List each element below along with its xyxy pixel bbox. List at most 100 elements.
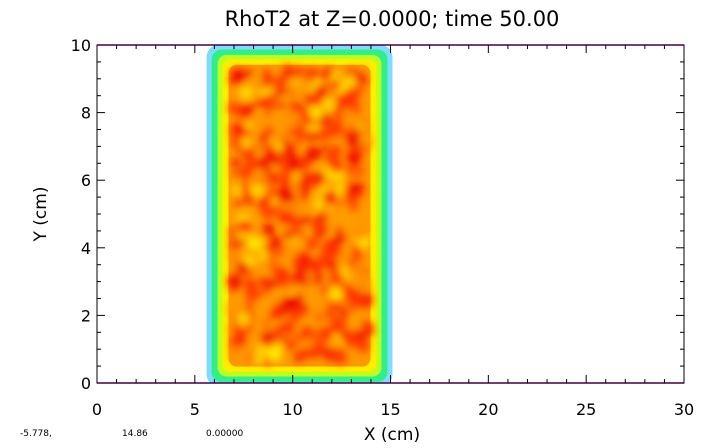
heat-spot — [256, 249, 268, 261]
heat-spot — [244, 302, 255, 312]
heat-spot — [331, 326, 338, 333]
heat-spot — [253, 171, 269, 188]
y-tick-label: 2 — [81, 306, 91, 325]
heat-spot — [359, 65, 367, 74]
heat-spot — [259, 236, 267, 245]
heat-spot — [304, 116, 314, 125]
y-tick-label: 0 — [81, 374, 91, 393]
heat-spot — [297, 129, 308, 140]
heat-spot — [232, 172, 240, 180]
heat-spot — [295, 269, 302, 276]
y-tick-label: 6 — [81, 171, 91, 190]
heat-spot — [328, 286, 343, 301]
heat-spot — [335, 182, 346, 193]
heat-spot — [294, 293, 304, 303]
heat-noise — [226, 64, 375, 367]
heat-spot — [343, 166, 353, 176]
heat-spot — [230, 68, 246, 84]
heat-spot — [266, 243, 274, 251]
heat-spot — [306, 271, 316, 281]
heat-spot — [321, 240, 336, 256]
heat-spot — [316, 127, 331, 142]
heat-spot — [311, 179, 322, 191]
heat-spot — [313, 300, 330, 316]
heat-spot — [248, 313, 255, 320]
heat-spot — [258, 133, 268, 142]
heat-spot — [297, 351, 307, 361]
heat-spot — [270, 306, 284, 320]
heat-spot — [281, 140, 290, 149]
heat-spot — [317, 69, 330, 82]
heat-spot — [280, 168, 291, 179]
heat-spot — [265, 150, 280, 165]
heat-spot — [341, 282, 352, 293]
heat-spot — [309, 106, 323, 120]
heat-spot — [227, 102, 240, 115]
x-tick-label: 15 — [380, 400, 400, 419]
heat-spot — [248, 118, 261, 130]
heat-spot — [321, 144, 330, 152]
heat-spot — [358, 167, 365, 174]
heat-spot — [244, 120, 253, 128]
heat-spot — [277, 279, 285, 287]
heat-spot — [346, 86, 361, 102]
heat-spot — [354, 70, 367, 83]
y-tick-label: 8 — [81, 104, 91, 123]
heat-spot — [257, 115, 270, 128]
heat-spot — [275, 67, 282, 74]
y-tick-label: 4 — [81, 239, 91, 258]
heat-spot — [281, 352, 288, 359]
x-tick-label: 25 — [576, 400, 596, 419]
heat-spot — [340, 108, 354, 122]
heat-spot — [299, 215, 310, 226]
heat-spot — [343, 191, 359, 206]
heat-spot — [244, 322, 254, 333]
heat-spot — [346, 269, 360, 283]
heat-spot — [335, 117, 343, 125]
heat-spot — [268, 113, 277, 122]
heat-spot — [278, 186, 294, 202]
heat-spot — [233, 197, 243, 208]
heat-spot — [260, 142, 267, 150]
heat-spot — [229, 346, 244, 361]
heat-spot — [258, 198, 266, 206]
heat-spot — [353, 260, 362, 269]
heat-spot — [254, 78, 262, 86]
heat-spot — [266, 186, 275, 195]
heat-spot — [330, 144, 343, 157]
heat-spot — [359, 296, 368, 305]
heat-spot — [287, 160, 301, 173]
heat-spot — [272, 249, 279, 256]
heat-spot — [276, 155, 290, 169]
heat-spot — [245, 195, 255, 205]
heat-spot — [306, 258, 314, 265]
heat-spot — [232, 323, 245, 336]
heat-spot — [280, 321, 296, 336]
heat-spot — [340, 220, 357, 237]
heat-spot — [260, 329, 276, 345]
heat-spot — [287, 135, 296, 144]
heat-spot — [284, 109, 301, 126]
heat-spot — [275, 86, 284, 95]
heat-spot — [265, 344, 280, 359]
heat-spot — [280, 177, 288, 185]
heat-spot — [294, 224, 301, 231]
heat-spot — [313, 198, 325, 210]
heat-spot — [313, 77, 322, 86]
heat-spot — [276, 96, 283, 103]
heat-spot — [347, 293, 362, 308]
heat-spot — [356, 121, 366, 131]
heat-spot — [318, 223, 331, 236]
heat-spot — [298, 97, 306, 105]
x-tick-label: 30 — [674, 400, 694, 419]
heat-spot — [236, 314, 249, 326]
heat-spot — [292, 282, 299, 289]
heat-spot — [329, 347, 345, 363]
heat-spot — [237, 85, 253, 100]
heat-spot — [336, 192, 344, 200]
heat-spot — [278, 211, 295, 227]
heat-spot — [261, 70, 275, 84]
heatmap-region — [206, 45, 393, 383]
heat-spot — [282, 337, 296, 351]
